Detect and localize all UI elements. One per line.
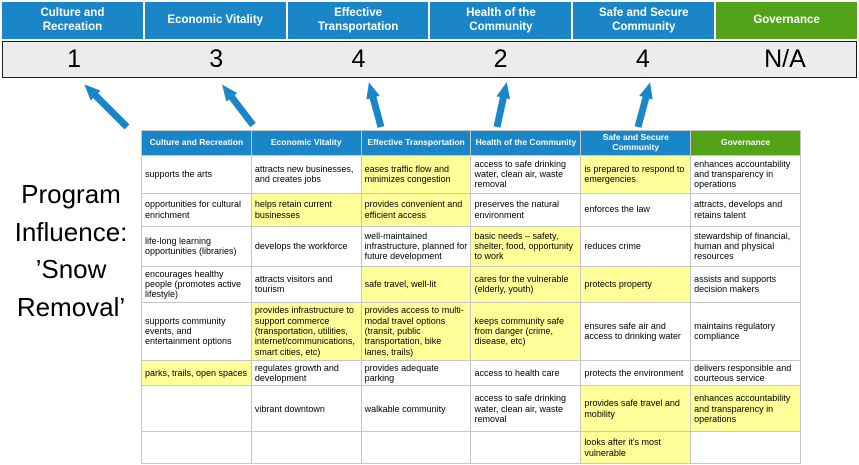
matrix-body: supports the arts attracts new businesses… (141, 154, 801, 465)
influence-arrow (222, 84, 256, 128)
matrix-cell: provides convenient and efficient access (360, 192, 472, 227)
matrix-row: life-long learning opportunities (librar… (141, 225, 801, 267)
matrix-cell: delivers responsible and courteous servi… (690, 359, 801, 387)
matrix-row: parks, trails, open spaces regulates grow… (141, 359, 801, 387)
influence-arrow (84, 84, 130, 129)
matrix-cell: develops the workforce (250, 225, 362, 267)
score-value: 2 (493, 45, 508, 73)
matrix-cell: reduces crime (580, 225, 692, 267)
matrix-cell: access to safe drinking water, clean air… (470, 154, 582, 194)
matrix-cell: safe travel, well-lit (360, 265, 472, 303)
matrix-cell (141, 431, 252, 465)
matrix-row: opportunities for cultural enrichment hel… (141, 192, 801, 227)
matrix-cell: attracts, develops and retains talent (690, 192, 801, 227)
matrix-row: supports community events, and entertain… (141, 301, 801, 361)
influence-arrows (84, 82, 653, 129)
influence-arrow (366, 82, 385, 128)
matrix-cell: walkable community (360, 385, 472, 433)
matrix-row: encourages healthy people (promotes acti… (141, 265, 801, 303)
matrix-cell (690, 431, 801, 465)
matrix-column-header: Culture and Recreation (141, 130, 252, 156)
matrix-cell: access to health care (470, 359, 582, 387)
matrix-cell (141, 385, 252, 433)
matrix-cell: helps retain current businesses (250, 192, 362, 227)
matrix-cell: well-maintained infrastructure, planned … (360, 225, 472, 267)
matrix-cell: vibrant downtown (250, 385, 362, 433)
matrix-cell: looks after it's most vulnerable (580, 431, 692, 465)
matrix-cell: maintains regulatory compliance (690, 301, 801, 361)
score-value: 3 (209, 45, 224, 73)
matrix-cell: eases traffic flow and minimizes congest… (360, 154, 472, 194)
matrix-header-row: Culture and Recreation Economic Vitality E… (141, 130, 801, 156)
matrix-cell: is prepared to respond to emergencies (580, 154, 692, 194)
score-value: 4 (351, 45, 366, 73)
matrix-column-header: Effective Transportation (360, 130, 472, 156)
matrix-column-header: Safe and Secure Community (580, 130, 692, 156)
matrix-cell: provides adequate parking (360, 359, 472, 387)
matrix-row: looks after it's most vulnerable (141, 431, 801, 465)
matrix-cell: preserves the natural environment (470, 192, 582, 227)
matrix-cell: keeps community safe from danger (crime,… (470, 301, 582, 361)
influence-arrow (493, 82, 511, 128)
matrix-cell: opportunities for cultural enrichment (141, 192, 252, 227)
matrix-column-header: Governance (690, 130, 801, 156)
matrix-cell: cares for the vulnerable (elderly, youth… (470, 265, 582, 303)
matrix-row: supports the arts attracts new businesses… (141, 154, 801, 194)
matrix-cell: protects property (580, 265, 692, 303)
scoreboard-header: Economic Vitality (144, 2, 286, 39)
matrix-cell: regulates growth and development (250, 359, 362, 387)
scoreboard-header: Culture and Recreation (2, 2, 143, 39)
matrix-cell: supports community events, and entertain… (141, 301, 252, 361)
matrix-cell: assists and supports decision makers (690, 265, 801, 303)
influence-arrow (634, 82, 653, 128)
score-value: 1 (67, 45, 82, 73)
matrix-cell: attracts new businesses, and creates job… (250, 154, 362, 194)
matrix-cell: stewardship of financial, human and phys… (690, 225, 801, 267)
matrix-cell: life-long learning opportunities (librar… (141, 225, 252, 267)
matrix-cell: enhances accountability and transparency… (690, 154, 801, 194)
matrix-cell: enhances accountability and transparency… (690, 385, 801, 433)
matrix-column-header: Economic Vitality (250, 130, 362, 156)
matrix-cell: provides safe travel and mobility (580, 385, 692, 433)
matrix-cell: enforces the law (580, 192, 692, 227)
matrix-cell (470, 431, 582, 465)
scoreboard-header: Health of the Community (430, 2, 572, 39)
score-value: N/A (764, 45, 806, 73)
score-value: 4 (635, 45, 650, 73)
matrix-cell: supports the arts (141, 154, 252, 194)
scoreboard-header: Governance (716, 2, 857, 39)
matrix-cell: parks, trails, open spaces (141, 359, 252, 387)
scoreboard-header: Effective Transportation (287, 2, 429, 39)
matrix-cell: basic needs – safety, shelter, food, opp… (470, 225, 582, 267)
matrix-cell: ensures safe air and access to drinking … (580, 301, 692, 361)
program-influence-label: Program Influence: ’Snow Removal’ (14, 179, 128, 323)
matrix-column-header: Health of the Community (470, 130, 582, 156)
matrix-cell: access to safe drinking water, clean air… (470, 385, 582, 433)
scoreboard-header: Safe and Secure Community (573, 2, 715, 39)
influence-matrix: Culture and Recreation Economic Vitality E… (141, 130, 801, 465)
matrix-cell (250, 431, 362, 465)
matrix-cell: protects the environment (580, 359, 692, 387)
matrix-cell: provides access to multi-modal travel op… (360, 301, 472, 361)
matrix-cell: provides infrastructure to support comme… (250, 301, 362, 361)
matrix-cell (360, 431, 472, 465)
scoreboard-header-row: Culture and Recreation Economic Vitality E… (2, 2, 857, 39)
scoreboard-score-row: 1 3 4 2 4 N/A (2, 41, 857, 78)
matrix-cell: attracts visitors and tourism (250, 265, 362, 303)
matrix-cell: encourages healthy people (promotes acti… (141, 265, 252, 303)
matrix-row: vibrant downtown walkable community access… (141, 385, 801, 433)
